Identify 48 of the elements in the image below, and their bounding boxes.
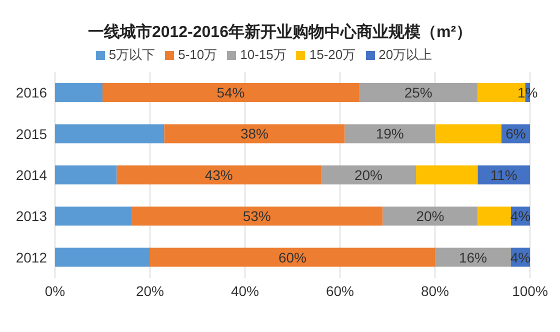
bar (55, 165, 117, 184)
legend-label: 20万以上 (378, 47, 432, 62)
legend-label: 5-10万 (178, 47, 218, 62)
x-tick-label: 20% (136, 282, 164, 299)
y-tick-label: 2015 (16, 126, 48, 142)
data-label: 25% (404, 84, 432, 100)
x-tick-label: 40% (230, 282, 260, 299)
bar (478, 206, 511, 226)
x-tick-label: 100% (512, 282, 548, 299)
bar (416, 165, 478, 184)
legend-label: 10-15万 (240, 47, 286, 62)
y-tick-label: 2012 (16, 249, 48, 266)
bar (116, 165, 321, 184)
bar (102, 83, 359, 102)
bar (55, 124, 164, 144)
data-label: 53% (242, 208, 271, 224)
data-label: 38% (240, 126, 269, 142)
bar (321, 165, 416, 184)
bar (55, 248, 150, 267)
data-label: 16% (458, 249, 488, 266)
y-tick-label: 2014 (16, 166, 48, 183)
data-label: 6% (506, 126, 526, 142)
data-label: 11% (490, 166, 518, 183)
legend-label: 5万以下 (108, 47, 156, 62)
data-label: 60% (278, 249, 307, 266)
data-label: 43% (204, 166, 233, 183)
x-tick-label: 80% (420, 282, 450, 299)
bar (164, 124, 345, 144)
x-tick-label: 0% (44, 282, 66, 299)
bar (150, 248, 435, 267)
bar (435, 124, 502, 144)
y-tick-label: 2016 (16, 84, 48, 101)
bar (359, 83, 478, 102)
chart-title: 一线城市2012-2016年新开业购物中心商业规模（m²） (86, 22, 474, 43)
data-label: 19% (376, 126, 404, 142)
bar (131, 206, 383, 226)
x-tick-label: 60% (326, 282, 354, 299)
data-label: 20% (354, 166, 383, 183)
legend-label: 15-20万 (309, 47, 356, 62)
bar (382, 206, 478, 226)
data-label: 1% (518, 84, 538, 100)
bar (55, 206, 131, 226)
bar (435, 248, 511, 267)
y-tick-label: 2013 (16, 208, 48, 224)
data-label: 20% (416, 208, 444, 224)
data-label: 54% (216, 84, 245, 100)
bar (55, 83, 102, 102)
bar (344, 124, 435, 144)
